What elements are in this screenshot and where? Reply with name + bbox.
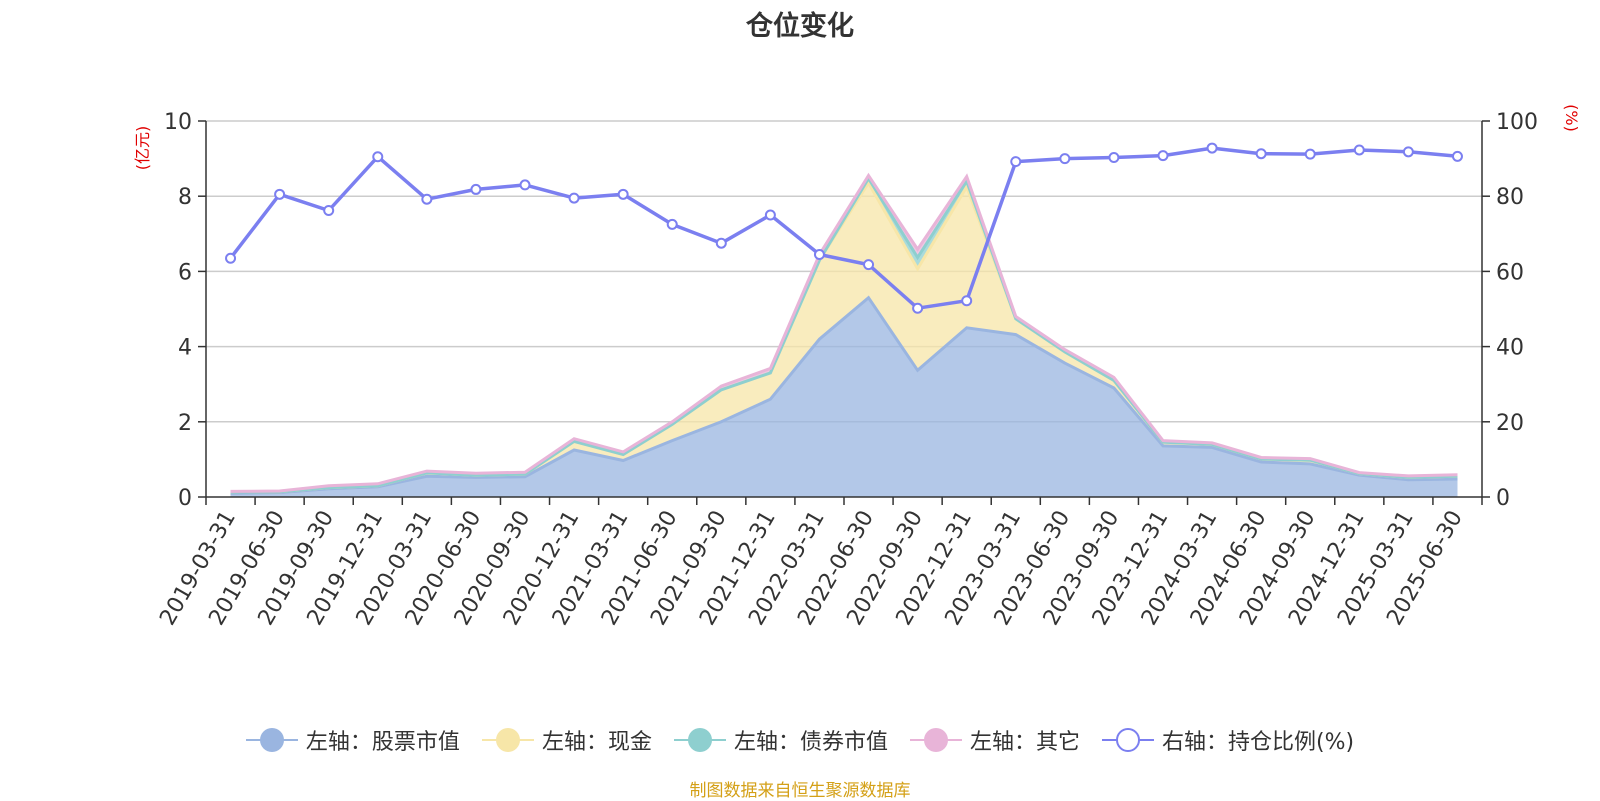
ratio-point [1010,156,1022,168]
ratio-point [1108,151,1120,163]
legend-symbol-icon [1101,726,1154,754]
right-axis-unit: (%) [1562,104,1581,132]
legend-item[interactable]: 左轴：其它 [909,724,1080,756]
right-tick-label: 80 [1496,185,1524,210]
ratio-point [961,295,973,307]
legend-item[interactable]: 左轴：债券市值 [673,724,888,756]
left-tick-label: 6 [178,260,192,285]
ratio-point [617,188,629,200]
chart-plot: 02468100204060801002019-03-312019-06-302… [133,104,1581,630]
ratio-point [764,209,776,221]
ratio-point [813,248,825,260]
ratio-point [470,183,482,195]
left-tick-label: 4 [178,336,192,361]
legend-label: 右轴：持仓比例(%) [1161,730,1355,755]
ratio-point [225,252,237,264]
ratio-point [568,192,580,204]
ratio-point [372,151,384,163]
legend-item[interactable]: 右轴：持仓比例(%) [1101,724,1355,756]
legend-symbol-icon [481,726,534,754]
legend-label: 左轴：债券市值 [733,730,888,755]
ratio-line [225,142,1463,314]
legend-item[interactable]: 左轴：股票市值 [245,724,460,756]
left-tick-label: 8 [178,185,192,210]
area-edge-0 [230,295,1458,495]
legend-item[interactable]: 左轴：现金 [481,724,652,756]
ratio-point [1157,150,1169,162]
ratio-point [323,204,335,216]
ratio-point [1206,142,1218,154]
ratio-point [1255,148,1267,160]
ratio-point [1304,148,1316,160]
left-tick-label: 0 [178,486,192,511]
legend: 左轴：股票市值 左轴：现金 左轴：债券市值 左轴：其它 右轴：持仓比例(%) [0,724,1600,756]
ratio-point [1402,146,1414,158]
right-tick-label: 40 [1496,336,1524,361]
left-tick-label: 10 [164,110,192,135]
ratio-point [863,259,875,271]
ratio-point [666,218,678,230]
legend-label: 左轴：现金 [541,730,652,755]
left-axis-unit: (亿元) [133,126,152,171]
ratio-point [1353,144,1365,156]
legend-label: 左轴：其它 [969,730,1080,755]
ratio-line-path [229,146,1458,310]
area-1 [230,183,1458,494]
legend-symbol-icon [245,726,298,754]
right-tick-label: 20 [1496,411,1524,436]
chart-title: 仓位变化 [746,11,854,42]
right-tick-label: 100 [1496,110,1538,135]
legend-label: 左轴：股票市值 [305,730,460,755]
right-tick-label: 0 [1496,486,1510,511]
legend-symbol-icon [909,726,962,754]
right-tick-label: 60 [1496,260,1524,285]
ratio-point [274,188,286,200]
ratio-point [519,179,531,191]
legend-symbol-icon [673,726,726,754]
area-0 [230,297,1458,497]
area-edge-3 [230,172,1458,493]
ratio-point [912,302,924,314]
ratio-point [421,193,433,205]
ratio-point [1451,150,1463,162]
left-tick-label: 2 [178,411,192,436]
stacked-areas [230,172,1458,497]
ratio-point [1059,153,1071,165]
ratio-point [715,237,727,249]
source-note: 制图数据来自恒生聚源数据库 [689,781,911,801]
